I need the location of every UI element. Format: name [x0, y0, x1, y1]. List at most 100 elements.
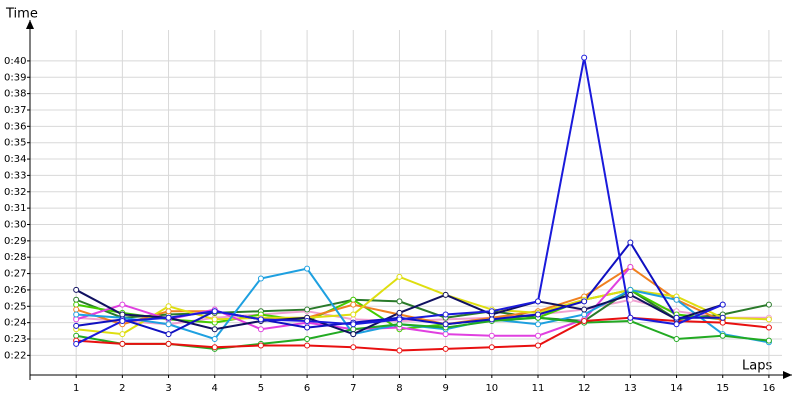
- point: [765, 324, 772, 331]
- point: [119, 311, 126, 318]
- point: [581, 54, 588, 61]
- y-tick-label: 0:38: [4, 89, 26, 100]
- x-tick-label: 1: [73, 383, 79, 394]
- point: [257, 275, 264, 282]
- x-tick-label: 10: [485, 383, 498, 394]
- point: [165, 303, 172, 310]
- y-tick-label: 0:26: [4, 285, 26, 296]
- point: [350, 311, 357, 318]
- x-tick-label: 2: [119, 383, 125, 394]
- x-tick-label: 7: [350, 383, 356, 394]
- point: [488, 308, 495, 315]
- point: [535, 332, 541, 339]
- point: [673, 296, 680, 303]
- point: [304, 324, 311, 331]
- point: [165, 314, 172, 321]
- y-axis-arrow: [26, 20, 34, 29]
- point: [396, 298, 403, 305]
- x-tick-label: 6: [304, 383, 310, 394]
- y-tick-label: 0:27: [4, 269, 26, 280]
- point: [442, 291, 449, 298]
- point: [304, 306, 311, 313]
- y-tick-label: 0:29: [4, 236, 26, 247]
- point: [119, 331, 126, 338]
- point: [257, 342, 264, 349]
- point: [165, 321, 172, 328]
- point: [581, 306, 588, 313]
- point: [73, 301, 80, 308]
- y-tick-label: 0:32: [4, 187, 26, 198]
- point: [304, 265, 311, 272]
- point: [488, 316, 495, 323]
- point: [350, 326, 357, 333]
- point: [719, 301, 726, 308]
- point: [73, 296, 80, 303]
- point: [719, 319, 726, 326]
- point: [627, 291, 634, 298]
- point: [73, 311, 80, 318]
- y-tick-label: 0:34: [4, 154, 26, 165]
- point: [673, 336, 680, 343]
- point: [396, 309, 403, 316]
- point: [304, 342, 311, 349]
- y-tick-label: 0:25: [4, 301, 26, 312]
- x-tick-label: 9: [442, 383, 448, 394]
- point: [119, 340, 126, 347]
- point: [350, 344, 357, 351]
- y-tick-label: 0:36: [4, 121, 26, 132]
- y-tick-label: 0:28: [4, 252, 26, 263]
- x-tick-label: 13: [624, 383, 637, 394]
- point: [350, 296, 357, 303]
- point: [396, 347, 403, 354]
- x-tick-label: 14: [670, 383, 683, 394]
- y-tick-label: 0:40: [4, 56, 26, 67]
- point: [627, 314, 634, 321]
- x-tick-label: 3: [165, 383, 171, 394]
- point: [396, 273, 403, 280]
- point: [73, 316, 80, 323]
- x-tick-label: 4: [212, 383, 218, 394]
- x-tick-label: 12: [578, 383, 591, 394]
- point: [165, 340, 172, 347]
- point: [581, 318, 588, 325]
- point: [304, 318, 311, 325]
- point: [627, 239, 634, 246]
- x-axis-label: Laps: [742, 359, 772, 374]
- point: [765, 316, 772, 323]
- point: [627, 296, 634, 303]
- x-tick-label: 15: [716, 383, 729, 394]
- x-tick-label: 8: [396, 383, 402, 394]
- point: [257, 326, 264, 333]
- x-tick-label: 5: [258, 383, 264, 394]
- point: [165, 331, 172, 338]
- point: [765, 301, 772, 308]
- point: [119, 301, 126, 308]
- y-tick-label: 0:23: [4, 334, 26, 345]
- point: [211, 308, 218, 315]
- point: [350, 321, 357, 328]
- point: [211, 316, 218, 323]
- x-tick-label: 16: [763, 383, 776, 394]
- y-tick-label: 0:24: [4, 318, 26, 329]
- y-tick-label: 0:33: [4, 170, 26, 181]
- point: [350, 301, 357, 308]
- y-tick-label: 0:30: [4, 219, 26, 230]
- point: [119, 318, 126, 325]
- point: [350, 331, 357, 338]
- y-tick-label: 0:39: [4, 72, 26, 83]
- point: [73, 332, 80, 339]
- point: [673, 314, 680, 321]
- point: [488, 344, 495, 351]
- point: [535, 321, 541, 328]
- point: [211, 336, 218, 343]
- y-tick-label: 0:31: [4, 203, 26, 214]
- point: [442, 321, 449, 328]
- y-tick-label: 0:37: [4, 105, 26, 116]
- point: [211, 326, 218, 333]
- y-tick-label: 0:22: [4, 350, 26, 361]
- point: [442, 331, 449, 338]
- y-tick-label: 0:35: [4, 138, 26, 149]
- point: [535, 311, 541, 318]
- y-axis-label: Time: [5, 7, 38, 22]
